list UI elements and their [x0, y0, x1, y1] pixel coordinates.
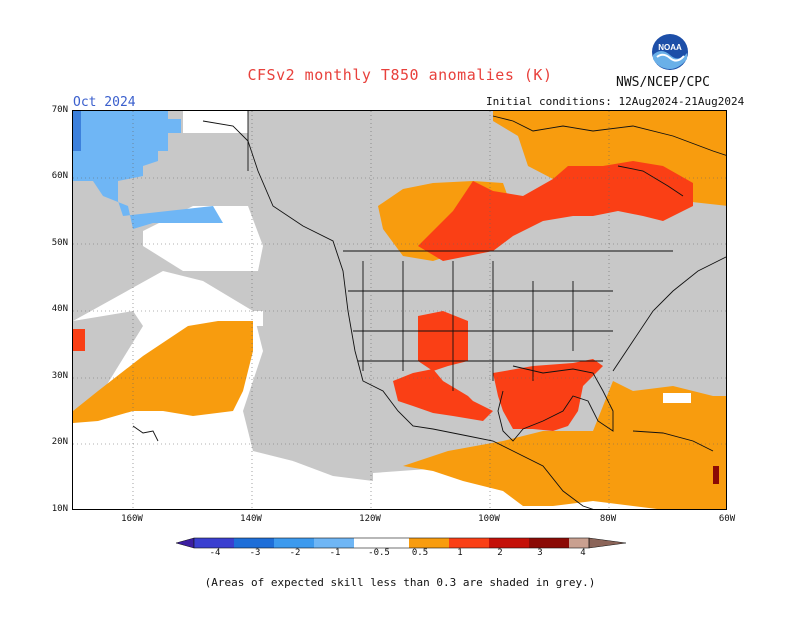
colorbar-label: 2 — [497, 548, 503, 558]
colorbar-label: -2 — [289, 548, 301, 558]
agency-label: NWS/NCEP/CPC — [616, 75, 710, 90]
lat-label: 30N — [51, 371, 68, 381]
cool-anomaly-alaska — [73, 111, 223, 229]
anomaly-map — [72, 110, 727, 510]
lon-label: 60W — [718, 514, 736, 524]
lon-label: 120W — [359, 514, 381, 524]
colorbar-label: -1 — [329, 548, 341, 558]
initial-conditions: Initial conditions: 12Aug2024-21Aug2024 — [486, 95, 745, 108]
lat-label: 20N — [51, 437, 68, 447]
lat-label: 40N — [51, 304, 68, 314]
colorbar-label: 0.5 — [411, 548, 429, 558]
colorbar-label: 3 — [537, 548, 543, 558]
map-svg — [73, 111, 726, 509]
colorbar-label: -0.5 — [368, 548, 390, 558]
lon-label: 160W — [121, 514, 143, 524]
lon-label: 100W — [478, 514, 500, 524]
valid-month: Oct 2024 — [73, 95, 136, 110]
logo-text: NOAA — [658, 43, 682, 52]
graticule — [73, 111, 726, 509]
lat-label: 60N — [51, 171, 68, 181]
coastlines — [132, 111, 726, 509]
lon-label: 80W — [599, 514, 617, 524]
lat-label: 70N — [51, 105, 68, 115]
lon-label: 140W — [240, 514, 262, 524]
lat-label: 10N — [51, 504, 68, 514]
colorbar — [175, 535, 627, 549]
warm-anomaly-strong — [73, 161, 693, 431]
footnote: (Areas of expected skill less than 0.3 a… — [204, 576, 596, 589]
colorbar-label: 4 — [580, 548, 586, 558]
colorbar-label: -4 — [209, 548, 221, 558]
map-title: CFSv2 monthly T850 anomalies (K) — [247, 66, 553, 84]
colorbar-label: 1 — [457, 548, 463, 558]
noaa-logo: NOAA — [651, 33, 689, 71]
lat-label: 50N — [51, 238, 68, 248]
colorbar-label: -3 — [249, 548, 261, 558]
